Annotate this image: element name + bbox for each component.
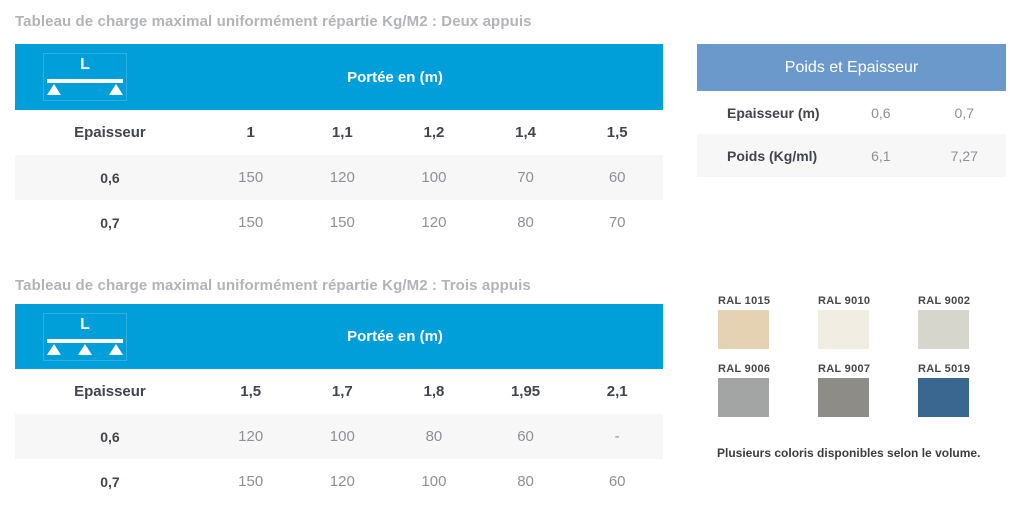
support-triangle-icon	[109, 84, 123, 95]
load-cell: 80	[517, 473, 534, 490]
beam-bar	[47, 338, 123, 343]
column-header-row: Epaisseur 1,5 1,7 1,8 1,95 2,1	[15, 369, 663, 414]
poids-value: 0,6	[871, 104, 891, 121]
color-swatch	[918, 310, 969, 349]
beam-length-label: L	[80, 56, 90, 73]
ral-code-label: RAL 5019	[918, 363, 971, 375]
title-deux-appuis: Tableau de charge maximal uniformément r…	[15, 13, 532, 30]
load-cell: 100	[329, 428, 355, 445]
load-cell: 120	[329, 169, 355, 186]
ral-code-label: RAL 9002	[918, 295, 971, 307]
ral-swatch-item: RAL 5019	[918, 363, 1018, 417]
table-row: Poids (Kg/ml) 6,1 7,27	[697, 134, 1006, 177]
ral-code-label: RAL 9006	[718, 363, 771, 375]
poids-value: 7,27	[950, 147, 978, 164]
thickness-label: 0,6	[100, 169, 120, 186]
ral-availability-caption: Plusieurs coloris disponibles selon le v…	[717, 446, 981, 460]
column-header: 1,5	[240, 383, 262, 400]
poids-table: Epaisseur (m) 0,6 0,7 Poids (Kg/ml) 6,1 …	[697, 91, 1006, 177]
column-header: 1,2	[423, 124, 445, 141]
load-cell: 70	[608, 214, 626, 231]
color-swatch	[818, 310, 869, 349]
table-trois-header: L Portée en (m)	[15, 304, 663, 369]
color-swatch	[818, 378, 869, 417]
load-cell: 150	[238, 473, 264, 490]
thickness-label: 0,7	[100, 214, 120, 231]
column-header-row: Epaisseur 1 1,1 1,2 1,4 1,5	[15, 110, 663, 155]
poids-panel-title: Poids et Epaisseur	[697, 44, 1006, 91]
support-triangle-icon	[47, 343, 61, 355]
poids-value: 6,1	[871, 147, 891, 164]
load-table-deux-appuis: L Portée en (m) Epaisseur 1 1,1 1,2 1,4 …	[15, 44, 663, 245]
poids-row-label: Poids (Kg/ml)	[727, 147, 818, 164]
load-cell: 120	[329, 473, 355, 490]
table-row: 0,6 120 100 80 60 -	[15, 414, 663, 459]
column-header: 2,1	[606, 383, 628, 400]
color-swatch	[718, 378, 769, 417]
poids-row-label: Epaisseur (m)	[727, 104, 820, 121]
table-row: 0,7 150 150 120 80 70	[15, 200, 663, 245]
column-header: 1,95	[510, 383, 541, 400]
color-swatch	[918, 378, 969, 417]
load-cell: 150	[238, 169, 264, 186]
table-row: 0,7 150 120 100 80 60	[15, 459, 663, 504]
load-cell: 60	[517, 428, 534, 445]
table-row: Epaisseur (m) 0,6 0,7	[697, 91, 1006, 134]
thickness-label: 0,6	[100, 428, 120, 445]
support-triangle-icon	[109, 343, 123, 355]
beam-two-supports-icon: L	[43, 53, 127, 101]
column-header: Epaisseur	[74, 383, 146, 400]
poids-value: 0,7	[954, 104, 974, 121]
table-deux-header: L Portée en (m)	[15, 44, 663, 110]
ral-color-grid: RAL 1015 RAL 9010 RAL 9002 RAL 9006 RAL …	[718, 295, 1018, 417]
load-cell: 80	[517, 214, 534, 231]
table-row: 0,6 150 120 100 70 60	[15, 155, 663, 200]
support-triangle-icon	[47, 84, 61, 95]
load-cell: 150	[329, 214, 355, 231]
column-header: 1,5	[606, 124, 628, 141]
column-header: 1,8	[423, 383, 445, 400]
portee-header-label: Portée en (m)	[347, 328, 443, 345]
load-cell: 60	[608, 169, 626, 186]
beam-three-supports-icon: L	[43, 312, 127, 361]
portee-header-label: Portée en (m)	[347, 68, 443, 86]
ral-swatch-item: RAL 9006	[718, 363, 818, 417]
thickness-label: 0,7	[100, 473, 120, 490]
load-cell: 100	[421, 169, 447, 186]
ral-code-label: RAL 9007	[818, 363, 871, 375]
load-cell: 100	[421, 473, 447, 490]
poids-epaisseur-panel: Poids et Epaisseur Epaisseur (m) 0,6 0,7…	[697, 44, 1006, 177]
beam-length-label: L	[80, 315, 90, 333]
load-cell: 120	[238, 428, 264, 445]
ral-swatch-item: RAL 1015	[718, 295, 818, 349]
load-cell: 80	[425, 428, 443, 445]
title-trois-appuis: Tableau de charge maximal uniformément r…	[15, 277, 531, 294]
load-cell: -	[614, 428, 620, 445]
color-swatch	[718, 310, 769, 349]
ral-swatch-item: RAL 9010	[818, 295, 918, 349]
load-cell: 70	[517, 169, 534, 186]
ral-swatch-item: RAL 9002	[918, 295, 1018, 349]
ral-code-label: RAL 1015	[718, 295, 771, 307]
load-cell: 60	[608, 473, 626, 490]
load-cell: 150	[238, 214, 264, 231]
column-header: 1,7	[331, 383, 353, 400]
column-header: Epaisseur	[74, 124, 146, 141]
beam-bar	[47, 79, 123, 83]
load-table-trois-appuis: L Portée en (m) Epaisseur 1,5 1,7 1,8 1,…	[15, 304, 663, 504]
load-cell: 120	[421, 214, 447, 231]
column-header: 1	[246, 124, 255, 141]
ral-swatch-item: RAL 9007	[818, 363, 918, 417]
deux-appuis-grid: Epaisseur 1 1,1 1,2 1,4 1,5 0,6 150 120 …	[15, 110, 663, 245]
support-triangle-icon	[78, 343, 92, 355]
column-header: 1,4	[515, 124, 536, 141]
trois-appuis-grid: Epaisseur 1,5 1,7 1,8 1,95 2,1 0,6 120 1…	[15, 369, 663, 504]
column-header: 1,1	[331, 124, 353, 141]
ral-code-label: RAL 9010	[818, 295, 871, 307]
